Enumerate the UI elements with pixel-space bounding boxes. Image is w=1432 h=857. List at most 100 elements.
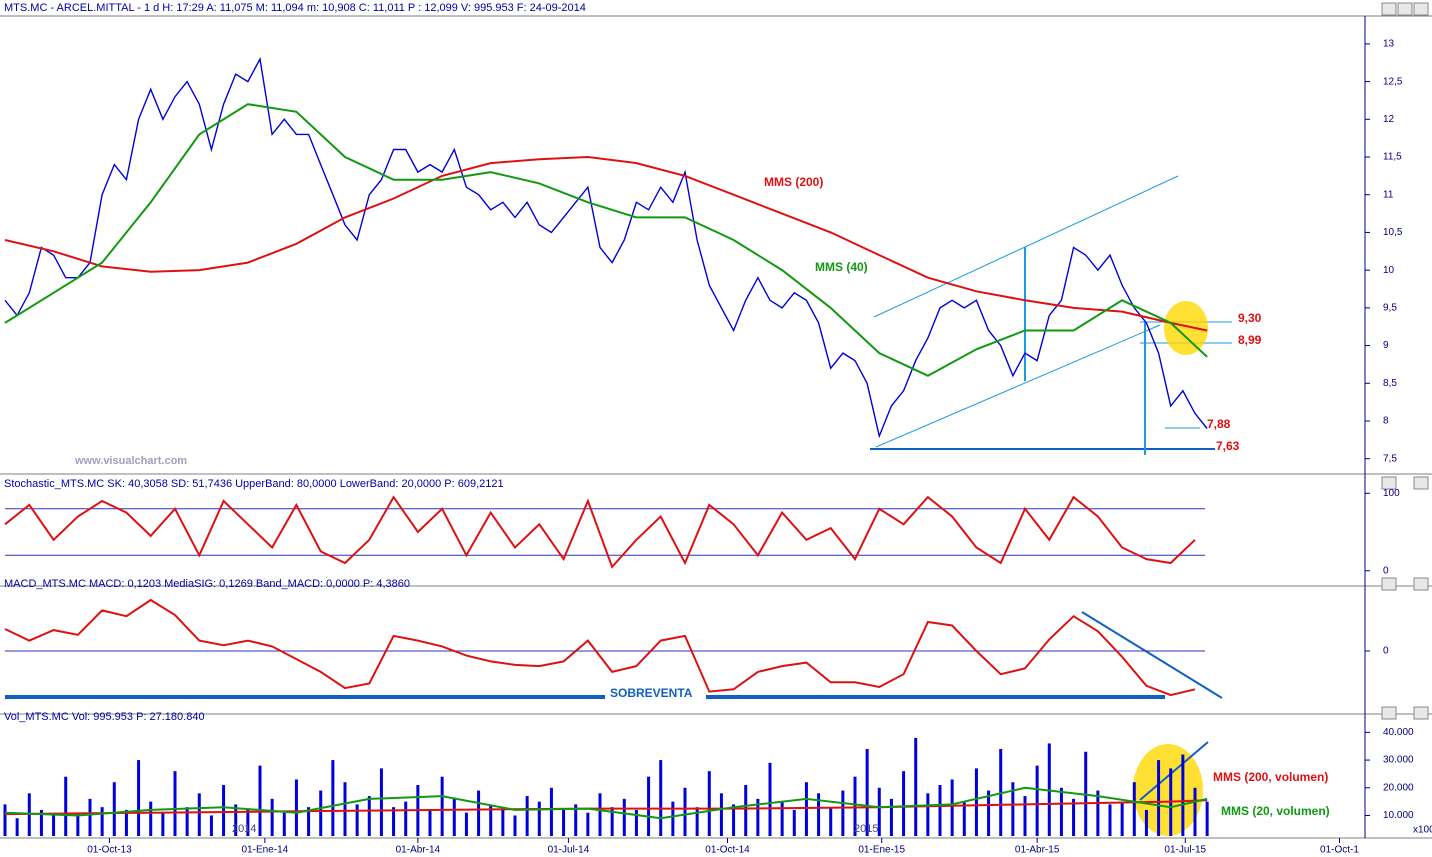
volume-bar (100, 807, 104, 836)
y-tick-label: 12,5 (1383, 76, 1403, 87)
y-tick-label: 12 (1383, 114, 1395, 125)
volume-bar (853, 776, 857, 836)
volume-bar (392, 807, 396, 836)
volume-bar (1193, 787, 1197, 836)
y-tick-label: 20.000 (1383, 782, 1414, 793)
volume-bar (464, 812, 468, 836)
watermark: www.visualchart.com (74, 455, 187, 467)
y-tick-label: 0 (1383, 646, 1389, 657)
volume-bar (149, 801, 153, 836)
panel-title: MACD_MTS.MC MACD: 0,1203 MediaSIG: 0,126… (4, 578, 410, 590)
volume-bar (562, 809, 566, 836)
volume-bar (1108, 804, 1112, 836)
button[interactable] (1397, 2, 1413, 16)
channel-line (875, 324, 1161, 448)
x-tick-label: 01-Jul-15 (1164, 845, 1206, 856)
volume-bar (671, 801, 675, 836)
volume-bar (258, 765, 262, 836)
volume-bar (3, 804, 7, 836)
volume-bar (1205, 801, 1209, 836)
button[interactable] (1381, 577, 1397, 591)
volume-bar (1144, 809, 1148, 836)
y-tick-label: 13 (1383, 39, 1395, 50)
volume-bar (987, 790, 991, 836)
volume-bar (513, 815, 517, 836)
volume-bar (15, 818, 19, 836)
volume-bar (501, 807, 505, 836)
y-tick-label: 0 (1383, 565, 1389, 576)
volume-bar (222, 785, 226, 836)
y-tick-label: 10.000 (1383, 810, 1414, 821)
volume-bar (865, 748, 869, 836)
volume-bar (610, 807, 614, 836)
x-tick-label: 01-Oct-13 (87, 845, 132, 856)
volume-bar (938, 785, 942, 836)
volume-bar (768, 762, 772, 836)
x-tick-label: 01-Oct-14 (705, 845, 750, 856)
volume-bar (962, 801, 966, 836)
button[interactable] (1381, 706, 1397, 720)
volume-bar (622, 798, 626, 836)
volume-bar (792, 809, 796, 836)
trend-line (1081, 611, 1223, 699)
volume-bar (173, 771, 177, 836)
button[interactable] (1381, 2, 1397, 16)
y-tick-label: 100 (1383, 488, 1400, 499)
year-label: 2015 (854, 823, 878, 835)
y-tick-label: 9,5 (1383, 302, 1397, 313)
highlight (1164, 301, 1208, 355)
volume-bar (707, 771, 711, 836)
volume-bar (137, 760, 141, 836)
button[interactable] (1413, 577, 1429, 591)
volume-bar (209, 815, 213, 836)
button[interactable] (1413, 476, 1429, 490)
y-tick-label: 9 (1383, 340, 1389, 351)
volume-bar (88, 798, 92, 836)
plots: 7,5 8 8,5 9 9,5 10 10,5 11 11,5 12 12,5 13 0 100 0 10.0… (3, 39, 1414, 856)
volume-bar (780, 801, 784, 836)
volume-bar (525, 796, 529, 836)
volume-bar (1011, 782, 1015, 836)
y-tick-label: 11,5 (1383, 152, 1402, 163)
x-tick-label: 01-Jul-14 (548, 845, 590, 856)
annotation: MMS (200) (764, 175, 823, 189)
x-tick-label: 01-Abr-15 (1015, 845, 1060, 856)
unit-label: x100 (1413, 825, 1432, 836)
panel-title: Vol_MTS.MC Vol: 995.953 P: 27.180.840 (4, 711, 205, 723)
volume-bar (404, 801, 408, 836)
button[interactable] (1413, 706, 1429, 720)
x-tick-label: 01-Oct-1 (1320, 845, 1359, 856)
volume-bar (841, 790, 845, 836)
volume-bar (39, 809, 43, 836)
volume-bar (489, 804, 493, 836)
drawings (5, 175, 1232, 836)
window-buttons[interactable] (1381, 2, 1429, 720)
volume-bar (549, 787, 553, 836)
series-line (4, 495, 1196, 569)
volume-bar (270, 798, 274, 836)
annotation: MMS (20, volumen) (1221, 804, 1330, 818)
volume-bar (197, 793, 201, 836)
volume-bar (1059, 787, 1063, 836)
volume-bar (1157, 760, 1161, 836)
volume-bar (1096, 790, 1100, 836)
volume-bar (817, 793, 821, 836)
volume-bar (477, 790, 481, 836)
series-line (4, 155, 1208, 332)
trend-line (1139, 741, 1209, 801)
volume-bar (1120, 801, 1124, 836)
volume-bar (877, 787, 881, 836)
series-line (4, 56, 1208, 439)
volume-bar (124, 809, 128, 836)
button[interactable] (1381, 476, 1397, 490)
volume-bar (112, 782, 116, 836)
series-line (4, 598, 1196, 697)
button[interactable] (1413, 2, 1429, 16)
volume-bar (307, 807, 311, 836)
y-tick-label: 8,5 (1383, 378, 1397, 389)
volume-bar (659, 760, 663, 836)
volume-bar (683, 787, 687, 836)
volume-bar (282, 812, 286, 836)
volume-bar (695, 807, 699, 836)
